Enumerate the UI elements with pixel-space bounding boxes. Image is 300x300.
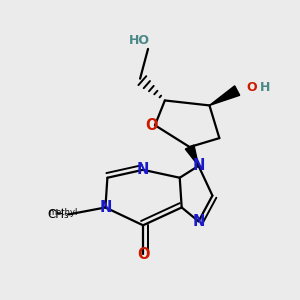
Text: N: N: [137, 162, 149, 177]
Polygon shape: [185, 145, 199, 166]
Text: methyl: methyl: [48, 208, 77, 217]
Text: N: N: [99, 200, 112, 215]
Text: O: O: [137, 247, 149, 262]
Text: N: N: [192, 214, 205, 229]
Text: HO: HO: [129, 34, 150, 46]
Text: O: O: [146, 118, 158, 133]
Text: O: O: [246, 81, 257, 94]
Text: H: H: [260, 81, 270, 94]
Text: CH₃: CH₃: [47, 208, 69, 221]
Polygon shape: [209, 86, 240, 105]
Text: N: N: [192, 158, 205, 173]
